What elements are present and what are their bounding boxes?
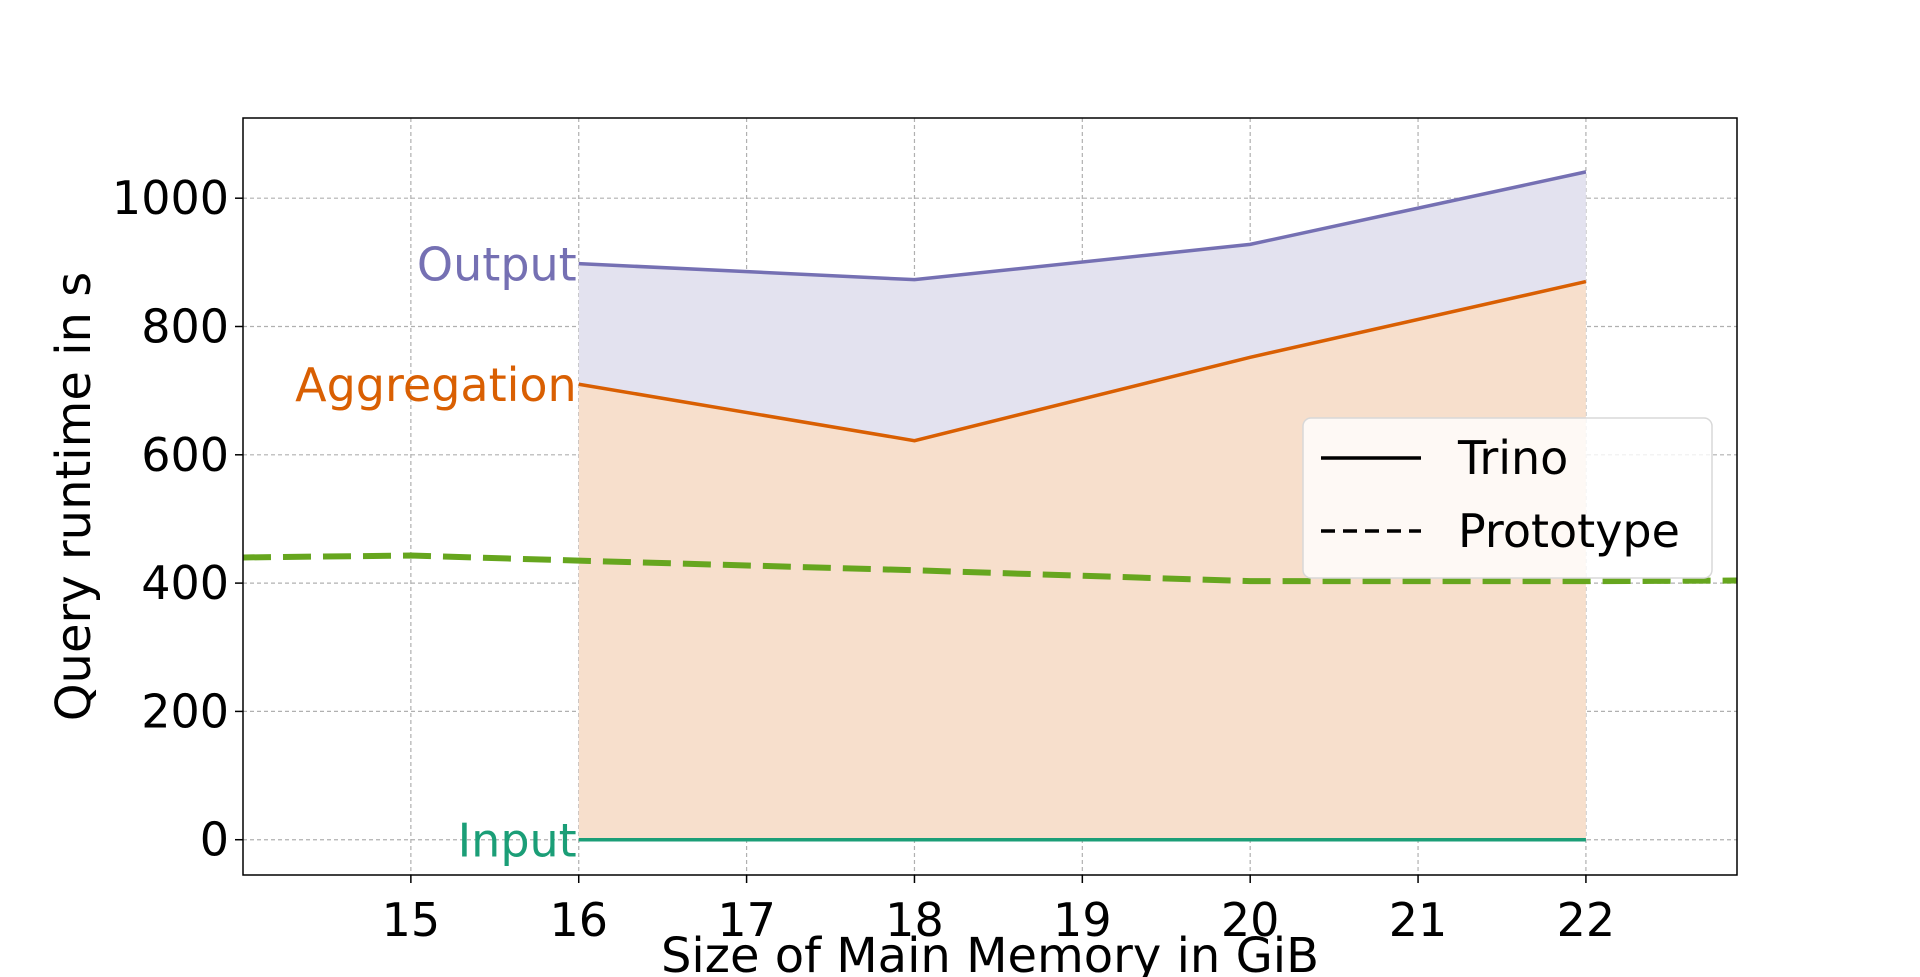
tick-layer: 15 16 17 18 19 20 21 22 0 200 400 600 800 1000 xyxy=(112,171,1615,947)
y-tick-label: 1000 xyxy=(112,171,229,225)
y-tick-label: 200 xyxy=(141,684,229,738)
y-tick-label: 800 xyxy=(141,299,229,353)
y-tick-label: 600 xyxy=(141,428,229,482)
series-label-input: Input xyxy=(458,814,577,868)
x-tick-label: 16 xyxy=(549,893,608,947)
line-prototype xyxy=(242,552,1738,585)
y-axis-label: Query runtime in s xyxy=(46,272,102,721)
x-tick-label: 21 xyxy=(1389,893,1448,947)
line-output xyxy=(578,170,1587,282)
series-label-aggregation: Aggregation xyxy=(295,358,577,412)
y-tick-label: 400 xyxy=(141,556,229,610)
series-label-layer: Input Aggregation Output xyxy=(295,238,577,868)
y-tick-label: 0 xyxy=(200,813,229,867)
series-label-output: Output xyxy=(417,238,577,292)
plot-frame xyxy=(242,117,1738,876)
x-tick-label: 22 xyxy=(1557,893,1616,947)
x-tick-label: 18 xyxy=(885,893,944,947)
x-tick-label: 20 xyxy=(1221,893,1280,947)
legend-label-prototype: Prototype xyxy=(1458,504,1680,558)
area-output xyxy=(578,171,1586,441)
legend: Trino Prototype xyxy=(1302,417,1713,579)
x-axis-label: Size of Main Memory in GiB xyxy=(661,928,1319,977)
x-tick-label: 19 xyxy=(1053,893,1112,947)
line-aggregation xyxy=(578,279,1587,443)
x-tick-label: 17 xyxy=(717,893,776,947)
series-line-layer xyxy=(242,170,1738,842)
x-tick-label: 15 xyxy=(382,893,441,947)
legend-label-trino: Trino xyxy=(1457,431,1568,485)
